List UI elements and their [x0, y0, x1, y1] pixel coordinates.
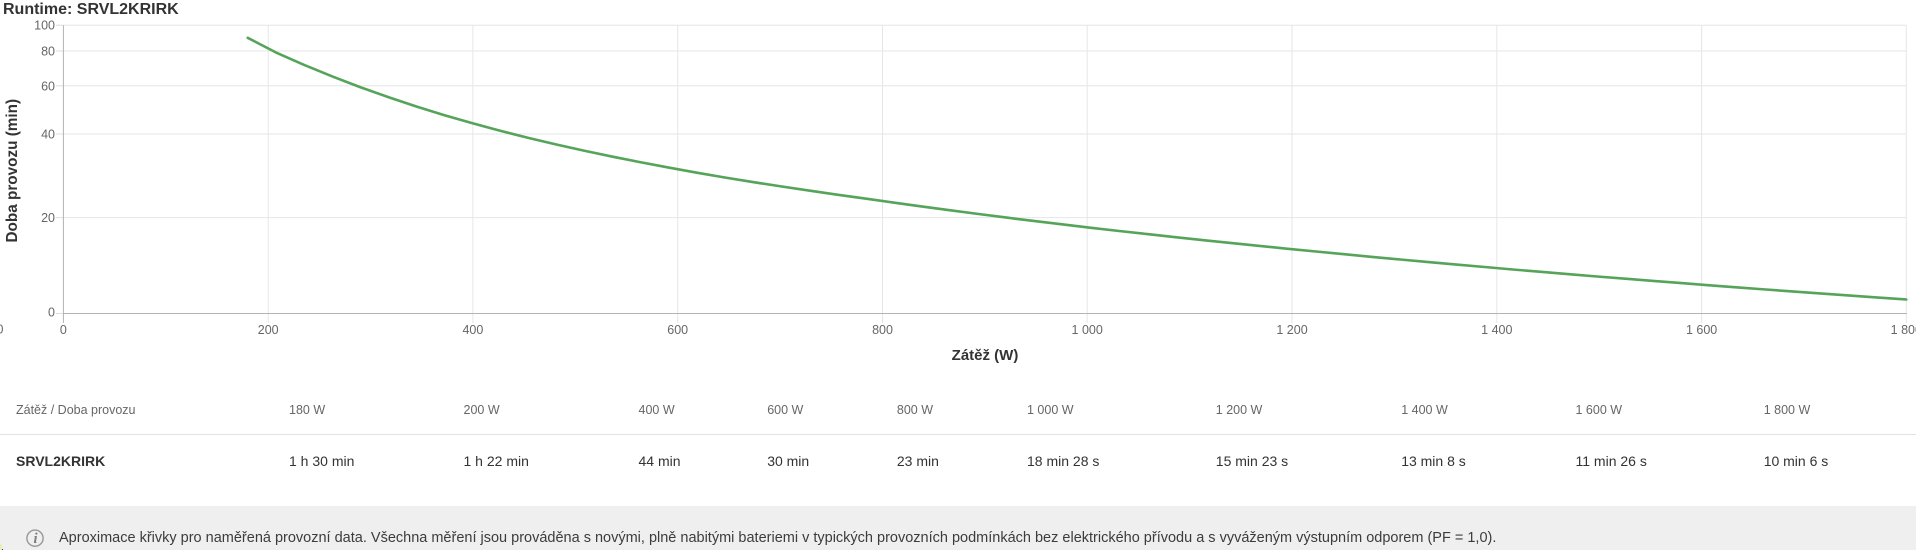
- svg-text:Zátěž (W): Zátěž (W): [952, 347, 1019, 364]
- svg-text:80: 80: [41, 45, 55, 59]
- svg-text:Doba provozu (min): Doba provozu (min): [4, 99, 21, 243]
- svg-text:800: 800: [872, 323, 893, 337]
- svg-text:1 600: 1 600: [1686, 323, 1717, 337]
- svg-text:1 200: 1 200: [1276, 323, 1307, 337]
- svg-text:0: 0: [0, 322, 4, 336]
- svg-text:40: 40: [41, 128, 55, 142]
- svg-text:1 400: 1 400: [1481, 323, 1512, 337]
- svg-text:600: 600: [667, 323, 688, 337]
- svg-text:200: 200: [258, 323, 279, 337]
- svg-text:1 000: 1 000: [1072, 323, 1103, 337]
- svg-text:20: 20: [41, 211, 55, 225]
- svg-text:400: 400: [462, 323, 483, 337]
- svg-text:0: 0: [60, 323, 67, 337]
- svg-text:i: i: [33, 531, 37, 547]
- svg-text:100: 100: [34, 19, 55, 33]
- svg-text:60: 60: [41, 79, 55, 93]
- svg-text:0: 0: [48, 305, 55, 319]
- svg-text:1 800: 1 800: [1891, 323, 1916, 337]
